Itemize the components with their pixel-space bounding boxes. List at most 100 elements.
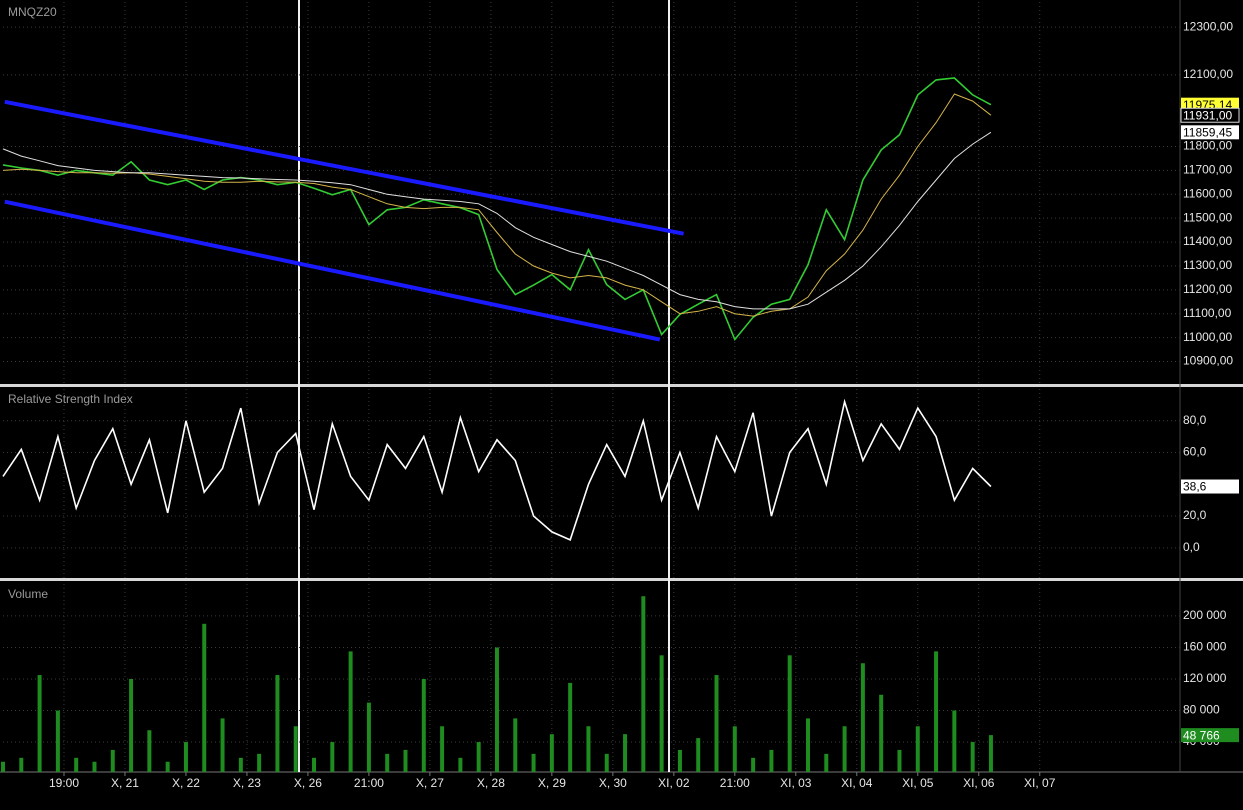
bar: [238, 757, 243, 772]
bar: [586, 726, 591, 772]
bar: [74, 757, 79, 772]
bar: [129, 678, 134, 772]
bar: [952, 710, 957, 772]
bar: [440, 726, 445, 772]
x-tick-label: XI, 03: [780, 776, 812, 790]
series-line: [2, 93, 992, 317]
panel-separator: [0, 384, 1243, 387]
x-tick-label: X, 30: [599, 776, 627, 790]
bar: [220, 718, 225, 772]
x-tick-label: X, 26: [294, 776, 322, 790]
y-tick-label: 0,0: [1183, 540, 1200, 554]
series-line: [2, 77, 992, 342]
x-tick-label: 21:00: [720, 776, 750, 790]
bar: [55, 710, 60, 772]
x-tick-label: XI, 06: [963, 776, 995, 790]
value-tag: [1181, 125, 1239, 140]
y-tick-label: 120 000: [1183, 671, 1227, 685]
value-tag-label: 11931,00: [1183, 108, 1232, 122]
panel-title: Relative Strength Index: [8, 392, 133, 406]
bar: [293, 726, 298, 772]
bar: [312, 757, 317, 772]
bar: [915, 726, 920, 772]
bar: [366, 702, 371, 772]
x-tick-label: 19:00: [49, 776, 79, 790]
bar: [604, 753, 609, 772]
bar: [805, 718, 810, 772]
bar: [696, 738, 701, 772]
bar: [641, 596, 646, 772]
bar: [824, 753, 829, 772]
x-tick-label: X, 29: [538, 776, 566, 790]
y-tick-label: 11500,00: [1183, 210, 1232, 224]
x-tick-label: XI, 02: [658, 776, 690, 790]
bar: [183, 742, 188, 772]
bar: [458, 757, 463, 772]
bar: [19, 757, 24, 772]
bar: [970, 742, 975, 772]
bar: [769, 749, 774, 772]
bar: [623, 734, 628, 772]
y-tick-label: 12300,00: [1183, 19, 1233, 33]
bar: [165, 761, 170, 772]
bar: [988, 735, 993, 772]
bar: [787, 655, 792, 772]
value-tag-label: 11859,45: [1183, 125, 1232, 139]
trendline: [4, 99, 684, 236]
bar: [147, 730, 152, 772]
y-tick-label: 11200,00: [1183, 282, 1232, 296]
bar: [348, 651, 353, 772]
x-tick-label: XI, 05: [902, 776, 934, 790]
panel-title: Volume: [8, 587, 48, 601]
y-tick-label: 11700,00: [1183, 163, 1232, 177]
y-tick-label: 11300,00: [1183, 258, 1232, 272]
bar: [714, 675, 719, 772]
y-tick-label: 12100,00: [1183, 67, 1233, 81]
y-tick-label: 11400,00: [1183, 234, 1232, 248]
bar: [385, 753, 390, 772]
bar: [403, 749, 408, 772]
series-line: [2, 131, 992, 310]
bar: [92, 761, 97, 772]
bar: [751, 757, 756, 772]
bar: [879, 694, 884, 772]
bar: [549, 734, 554, 772]
y-tick-label: 80 000: [1183, 703, 1220, 717]
y-tick-label: 60,0: [1183, 445, 1207, 459]
y-tick-label: 11600,00: [1183, 186, 1232, 200]
bar: [732, 726, 737, 772]
x-tick-label: 21:00: [354, 776, 384, 790]
bar: [421, 678, 426, 772]
series-line: [2, 398, 992, 541]
y-tick-label: 11800,00: [1183, 139, 1232, 153]
bar: [568, 682, 573, 772]
value-tag-label: 48 766: [1183, 728, 1220, 742]
y-tick-label: 20,0: [1183, 508, 1207, 522]
bar: [677, 749, 682, 772]
x-tick-label: X, 27: [416, 776, 444, 790]
bar: [37, 675, 42, 772]
panel-separator: [0, 578, 1243, 581]
y-tick-label: 11000,00: [1183, 330, 1232, 344]
bar: [934, 651, 939, 772]
value-tag-label: 38,6: [1183, 480, 1207, 494]
y-tick-label: 11100,00: [1183, 306, 1232, 320]
y-tick-label: 160 000: [1183, 640, 1227, 654]
bar: [897, 749, 902, 772]
x-tick-label: X, 23: [233, 776, 261, 790]
value-tag: [1181, 728, 1239, 743]
bar: [1, 761, 5, 772]
bar: [257, 753, 262, 772]
y-tick-label: 80,0: [1183, 413, 1207, 427]
bar: [842, 726, 847, 772]
value-tag: [1181, 479, 1239, 494]
bar: [275, 675, 280, 772]
bar: [531, 753, 536, 772]
bar: [330, 742, 335, 772]
bar: [202, 623, 207, 772]
panel-title: MNQZ20: [8, 5, 57, 19]
trendline: [4, 199, 661, 342]
bar: [860, 663, 865, 772]
